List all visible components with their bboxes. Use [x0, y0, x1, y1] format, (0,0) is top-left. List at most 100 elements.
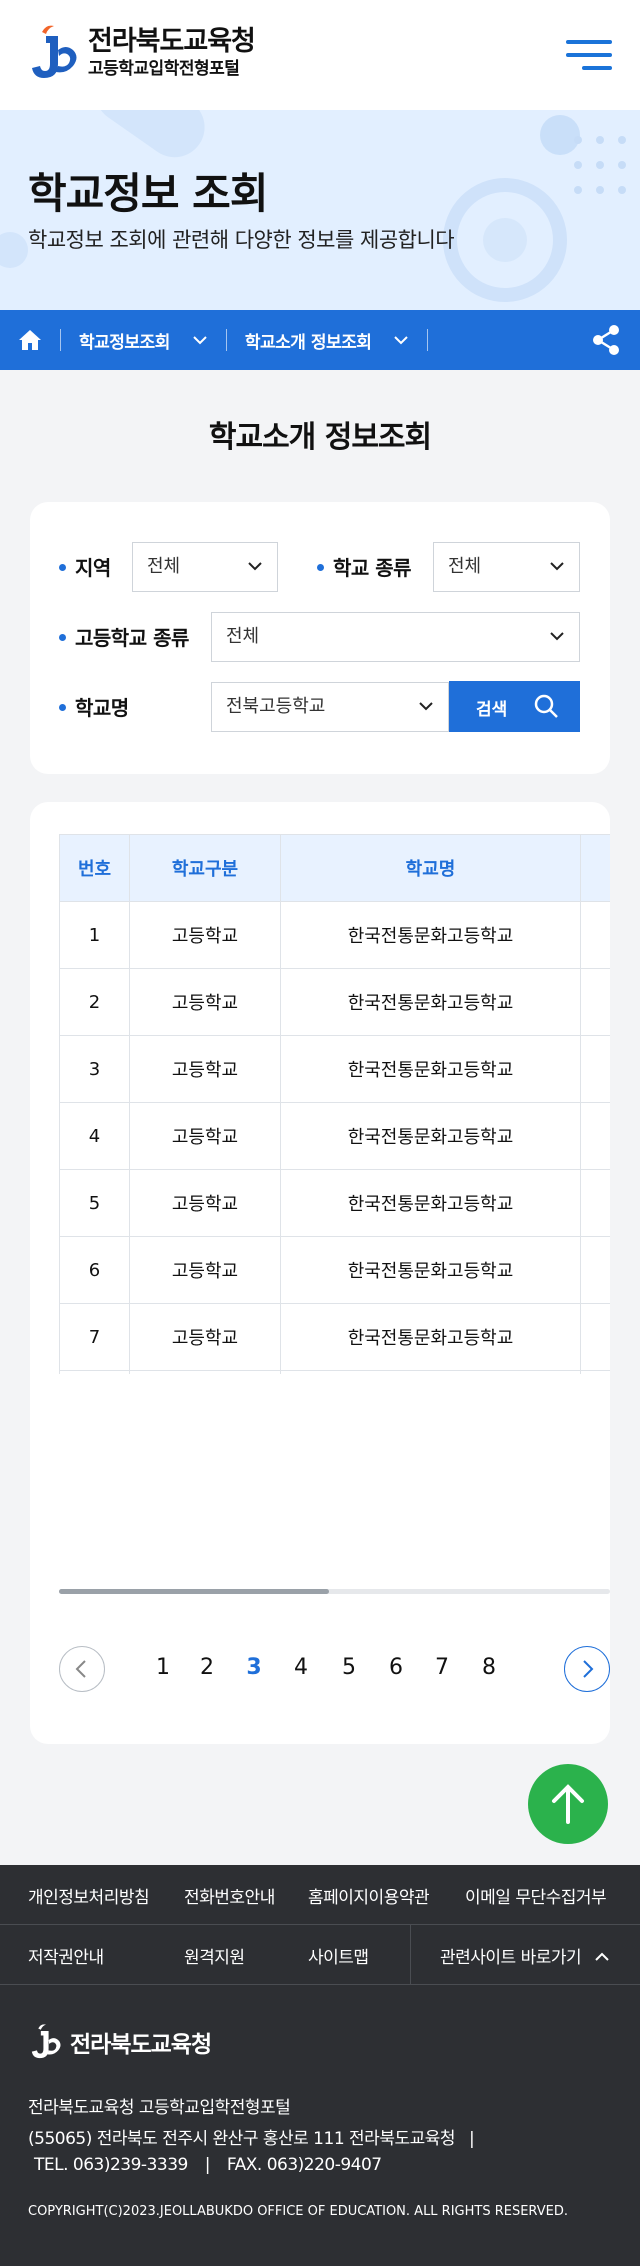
column-header-school-category: 학교구분 [129, 834, 281, 902]
breadcrumb-divider [427, 329, 429, 351]
hero-title: 학교정보 조회 [28, 169, 268, 218]
page-title: 학교소개 정보조회 [208, 420, 432, 455]
home-icon[interactable] [0, 310, 60, 370]
cell-number: 4 [59, 1102, 130, 1170]
table-row[interactable]: 7 고등학교 한국전통문화고등학교 [59, 1303, 610, 1371]
page-number[interactable]: 4 [294, 1655, 308, 1680]
column-header-school-name: 학교명 [280, 834, 581, 902]
cell-school-name: 한국전통문화고등학교 [280, 1303, 581, 1371]
scrollbar-thumb[interactable] [59, 1589, 329, 1594]
breadcrumb-divider [60, 329, 61, 351]
table-row[interactable]: 4 고등학교 한국전통문화고등학교 [59, 1102, 610, 1170]
chevron-down-icon [193, 336, 207, 345]
page-number-current[interactable]: 3 [246, 1655, 262, 1680]
breadcrumb-level1-label: 학교정보조회 [79, 332, 170, 353]
arrow-up-icon [552, 1784, 584, 1824]
school-type-select[interactable]: 전체 [433, 542, 580, 592]
footer-info-line1: 전라북도교육청 고등학교입학전형포털 [28, 2098, 291, 2118]
results-table: 번호 학교구분 학교명 1 고등학교 한국전통문화고등학교 2 고등학교 한국전통문화고등… [59, 834, 610, 1374]
cell-school-name: 한국전통문화고등학교 [280, 1102, 581, 1170]
cell-school-category: 고등학교 [129, 1035, 281, 1103]
footer-link-sitemap[interactable]: 사이트맵 [308, 1948, 369, 1968]
search-button[interactable]: 검색 [449, 681, 580, 732]
table-row[interactable]: 8고등학교한국전통문화고등학교 [59, 1370, 610, 1374]
related-sites-toggle[interactable]: 관련사이트 바로가기 [440, 1943, 610, 1968]
chevron-down-icon [550, 562, 564, 571]
footer-links-row1: 개인정보처리방침 전화번호안내 홈페이지이용약관 이메일 무단수집거부 [0, 1865, 640, 1925]
footer-link-remote-support[interactable]: 원격지원 [184, 1948, 245, 1968]
cell-number: 6 [59, 1236, 130, 1304]
next-page-button[interactable] [564, 1646, 610, 1692]
page-number[interactable]: 5 [342, 1655, 356, 1680]
cell-school-category: 고등학교 [129, 901, 281, 969]
region-select[interactable]: 전체 [132, 542, 278, 592]
logo-mark [31, 2024, 61, 2059]
page-number[interactable]: 1 [156, 1655, 170, 1680]
school-name-label: 학교명 [59, 692, 129, 721]
scroll-to-top-button[interactable] [528, 1764, 608, 1844]
school-name-select[interactable]: 전북고등학교 [211, 682, 449, 732]
hero-subtitle: 학교정보 조회에 관련해 다양한 정보를 제공합니다 [28, 228, 455, 252]
footer-org-title: 전라북도교육청 [70, 2032, 212, 2058]
table-row[interactable]: 2 고등학교 한국전통문화고등학교 [59, 968, 610, 1036]
footer-link-email-policy[interactable]: 이메일 무단수집거부 [465, 1888, 607, 1908]
results-card: 번호 학교구분 학교명 1 고등학교 한국전통문화고등학교 2 고등학교 한국전통문화고등… [30, 802, 610, 1744]
prev-page-button[interactable] [59, 1646, 105, 1692]
cell-number: 2 [59, 968, 130, 1036]
chevron-down-icon [419, 702, 433, 711]
results-table-scroll[interactable]: 번호 학교구분 학교명 1 고등학교 한국전통문화고등학교 2 고등학교 한국전통문화고등… [59, 834, 610, 1374]
footer-link-privacy[interactable]: 개인정보처리방침 [28, 1888, 150, 1908]
cell-number: 3 [59, 1035, 130, 1103]
footer-tel: TEL. 063)239-3339 [34, 2155, 188, 2175]
breadcrumb-level2-label: 학교소개 정보조회 [244, 332, 372, 353]
high-school-type-select[interactable]: 전체 [211, 612, 580, 662]
search-button-label: 검색 [476, 700, 508, 720]
cell-school-name: 한국전통문화고등학교 [280, 1370, 581, 1374]
chevron-right-icon [583, 1660, 594, 1678]
breadcrumb-level2-dropdown[interactable]: 학교소개 정보조회 [227, 310, 428, 370]
footer-contact: TEL. 063)239-3339 | FAX. 063)220-9407 [34, 2155, 382, 2175]
table-row[interactable]: 6 고등학교 한국전통문화고등학교 [59, 1236, 610, 1304]
table-horizontal-scrollbar[interactable] [59, 1589, 610, 1594]
column-header-number: 번호 [59, 834, 130, 902]
cell-school-name: 한국전통문화고등학교 [280, 1169, 581, 1237]
page-number[interactable]: 2 [200, 1655, 214, 1680]
hero-banner: 학교정보 조회 학교정보 조회에 관련해 다양한 정보를 제공합니다 [0, 110, 640, 310]
table-row[interactable]: 5 고등학교 한국전통문화고등학교 [59, 1169, 610, 1237]
cell-overflow [580, 1169, 610, 1237]
page-number[interactable]: 8 [482, 1655, 496, 1680]
cell-school-name: 한국전통문화고등학교 [280, 968, 581, 1036]
cell-number: 8 [59, 1370, 130, 1374]
portal-subtitle: 고등학교입학전형포털 [88, 59, 240, 79]
footer-links-row2: 저작권안내 원격지원 사이트맵 관련사이트 바로가기 [0, 1925, 640, 1985]
cell-school-name: 한국전통문화고등학교 [280, 1236, 581, 1304]
breadcrumb-level1-dropdown[interactable]: 학교정보조회 [61, 310, 226, 370]
footer-link-phone[interactable]: 전화번호안내 [184, 1888, 275, 1908]
share-icon[interactable] [590, 324, 622, 356]
cell-overflow [580, 1102, 610, 1170]
search-icon [534, 694, 558, 718]
logo-mark [28, 22, 80, 84]
site-header: 전라북도교육청 고등학교입학전형포털 [0, 0, 640, 110]
chevron-down-icon [394, 336, 409, 345]
cell-number: 5 [59, 1169, 130, 1237]
related-sites-label: 관련사이트 바로가기 [440, 1948, 582, 1968]
chevron-down-icon [550, 632, 564, 641]
table-row[interactable]: 3 고등학교 한국전통문화고등학교 [59, 1035, 610, 1103]
hamburger-menu-icon[interactable] [566, 38, 612, 72]
table-row[interactable]: 1 고등학교 한국전통문화고등학교 [59, 901, 610, 969]
footer-address: (55065) 전라북도 전주시 완산구 홍산로 111 전라북도교육청 | [28, 2129, 475, 2149]
cell-number: 1 [59, 901, 130, 969]
footer-copyright: COPYRIGHT(C)2023.JEOLLABUKDO OFFICE OF E… [28, 2204, 569, 2219]
cell-school-category: 고등학교 [129, 1303, 281, 1371]
org-title: 전라북도교육청 [88, 26, 256, 57]
footer-link-copyright[interactable]: 저작권안내 [28, 1948, 104, 1968]
site-logo[interactable]: 전라북도교육청 고등학교입학전형포털 [28, 22, 256, 84]
cell-school-category: 고등학교 [129, 1236, 281, 1304]
cell-school-category: 고등학교 [129, 1169, 281, 1237]
cell-overflow [580, 1370, 610, 1374]
page-number[interactable]: 7 [435, 1655, 449, 1680]
footer-link-terms[interactable]: 홈페이지이용약관 [308, 1888, 430, 1908]
page-number[interactable]: 6 [389, 1655, 403, 1680]
cell-overflow [580, 1303, 610, 1371]
